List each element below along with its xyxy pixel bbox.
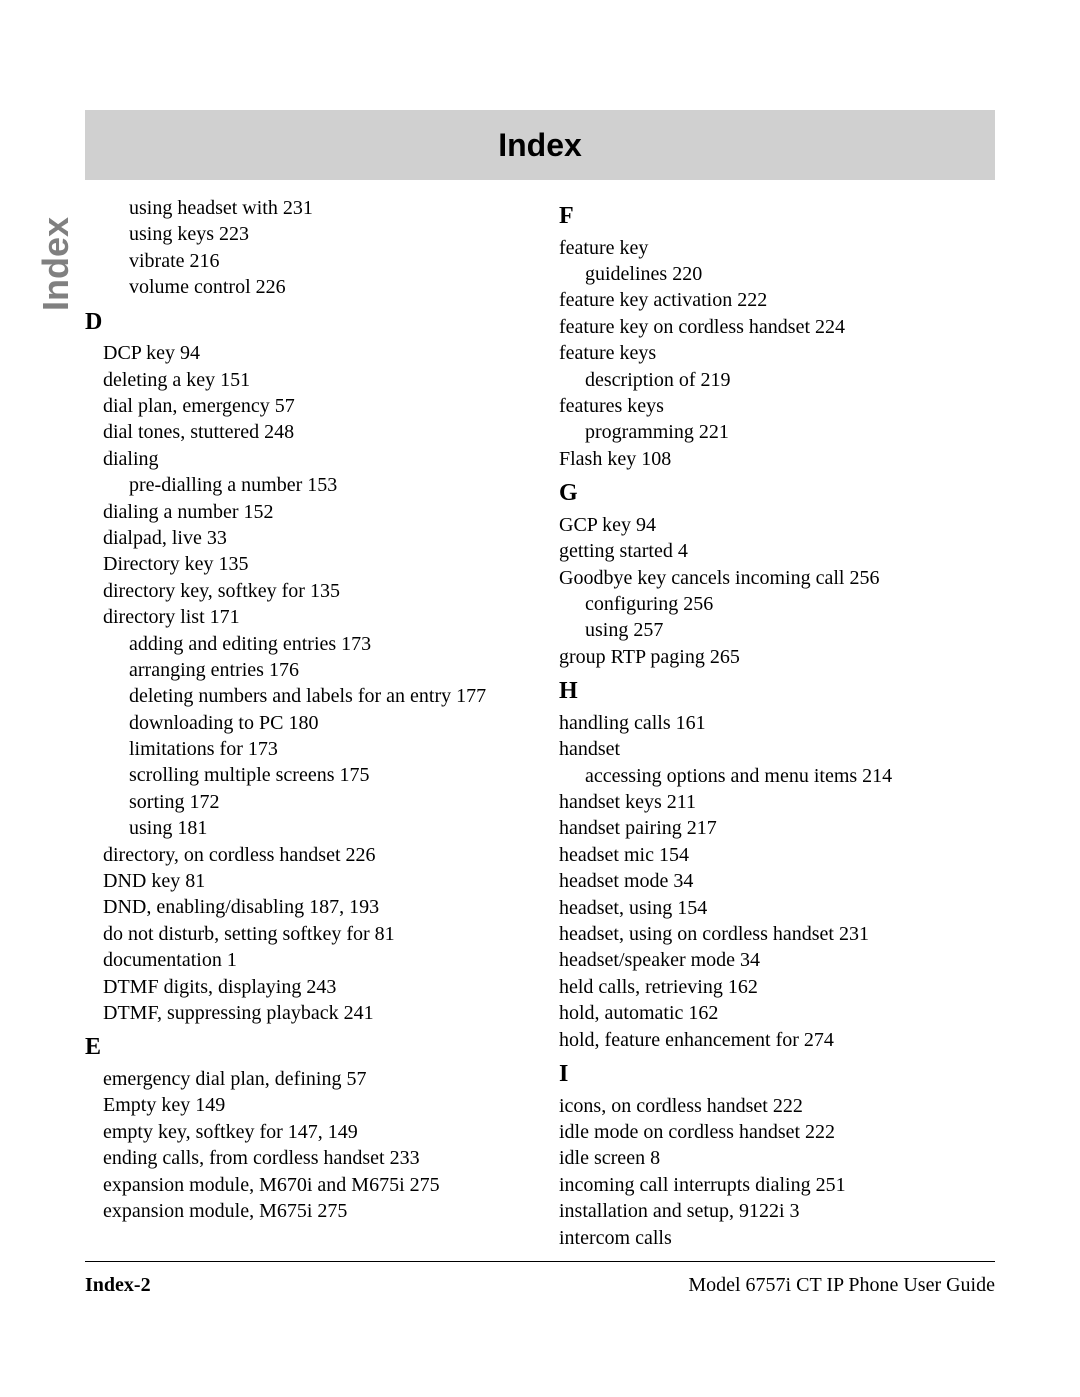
index-entry: dialing a number 152 bbox=[103, 499, 539, 525]
index-entry: Goodbye key cancels incoming call 256 bbox=[559, 565, 995, 591]
index-entry: deleting numbers and labels for an entry… bbox=[103, 683, 539, 709]
index-entry: headset/speaker mode 34 bbox=[559, 947, 995, 973]
index-entry: feature key activation 222 bbox=[559, 287, 995, 313]
index-entry: downloading to PC 180 bbox=[103, 710, 539, 736]
index-entry: headset, using on cordless handset 231 bbox=[559, 921, 995, 947]
index-entry: features keys bbox=[559, 393, 995, 419]
section-letter-E: E bbox=[85, 1032, 539, 1064]
index-entry: dial tones, stuttered 248 bbox=[103, 419, 539, 445]
index-entry: adding and editing entries 173 bbox=[103, 631, 539, 657]
footer: Index-2 Model 6757i CT IP Phone User Gui… bbox=[85, 1261, 995, 1297]
index-entry: limitations for 173 bbox=[103, 736, 539, 762]
index-entry: getting started 4 bbox=[559, 538, 995, 564]
index-entry: handset keys 211 bbox=[559, 789, 995, 815]
footer-doc-title: Model 6757i CT IP Phone User Guide bbox=[688, 1274, 995, 1297]
index-entry: hold, automatic 162 bbox=[559, 1000, 995, 1026]
footer-page-number: Index-2 bbox=[85, 1274, 151, 1297]
index-entry: DND, enabling/disabling 187, 193 bbox=[103, 894, 539, 920]
index-entry: using headset with 231 bbox=[103, 195, 539, 221]
index-entry: intercom calls bbox=[559, 1225, 995, 1251]
side-tab: Index bbox=[32, 195, 80, 315]
index-entry: using 257 bbox=[559, 617, 995, 643]
index-entry: dial plan, emergency 57 bbox=[103, 393, 539, 419]
index-entry: incoming call interrupts dialing 251 bbox=[559, 1172, 995, 1198]
index-entry: ending calls, from cordless handset 233 bbox=[103, 1145, 539, 1171]
right-column: Ffeature keyguidelines 220feature key ac… bbox=[559, 195, 995, 1251]
index-entry: arranging entries 176 bbox=[103, 657, 539, 683]
index-entry: DTMF digits, displaying 243 bbox=[103, 974, 539, 1000]
index-entry: DTMF, suppressing playback 241 bbox=[103, 1000, 539, 1026]
index-content: using headset with 231using keys 223vibr… bbox=[85, 195, 995, 1251]
index-entry: deleting a key 151 bbox=[103, 367, 539, 393]
index-entry: using keys 223 bbox=[103, 221, 539, 247]
index-entry: icons, on cordless handset 222 bbox=[559, 1093, 995, 1119]
header-bar: Index bbox=[85, 110, 995, 180]
index-entry: configuring 256 bbox=[559, 591, 995, 617]
index-entry: do not disturb, setting softkey for 81 bbox=[103, 921, 539, 947]
index-entry: headset mic 154 bbox=[559, 842, 995, 868]
index-entry: sorting 172 bbox=[103, 789, 539, 815]
index-entry: feature key on cordless handset 224 bbox=[559, 314, 995, 340]
index-entry: directory list 171 bbox=[103, 604, 539, 630]
index-entry: programming 221 bbox=[559, 419, 995, 445]
index-entry: scrolling multiple screens 175 bbox=[103, 762, 539, 788]
index-entry: documentation 1 bbox=[103, 947, 539, 973]
index-entry: accessing options and menu items 214 bbox=[559, 763, 995, 789]
section-letter-F: F bbox=[559, 201, 995, 233]
index-entry: emergency dial plan, defining 57 bbox=[103, 1066, 539, 1092]
index-entry: Directory key 135 bbox=[103, 551, 539, 577]
index-entry: handset pairing 217 bbox=[559, 815, 995, 841]
index-entry: expansion module, M675i 275 bbox=[103, 1198, 539, 1224]
index-entry: empty key, softkey for 147, 149 bbox=[103, 1119, 539, 1145]
index-entry: description of 219 bbox=[559, 367, 995, 393]
section-letter-I: I bbox=[559, 1059, 995, 1091]
index-entry: vibrate 216 bbox=[103, 248, 539, 274]
header-title: Index bbox=[498, 127, 582, 164]
index-entry: hold, feature enhancement for 274 bbox=[559, 1027, 995, 1053]
section-letter-H: H bbox=[559, 676, 995, 708]
index-entry: handset bbox=[559, 736, 995, 762]
index-entry: volume control 226 bbox=[103, 274, 539, 300]
index-entry: guidelines 220 bbox=[559, 261, 995, 287]
index-entry: headset mode 34 bbox=[559, 868, 995, 894]
section-letter-G: G bbox=[559, 478, 995, 510]
index-entry: held calls, retrieving 162 bbox=[559, 974, 995, 1000]
index-entry: DND key 81 bbox=[103, 868, 539, 894]
index-entry: idle mode on cordless handset 222 bbox=[559, 1119, 995, 1145]
side-tab-text: Index bbox=[35, 217, 77, 311]
index-entry: dialing bbox=[103, 446, 539, 472]
index-entry: directory key, softkey for 135 bbox=[103, 578, 539, 604]
index-entry: expansion module, M670i and M675i 275 bbox=[103, 1172, 539, 1198]
index-entry: pre-dialling a number 153 bbox=[103, 472, 539, 498]
index-entry: idle screen 8 bbox=[559, 1145, 995, 1171]
index-entry: using 181 bbox=[103, 815, 539, 841]
index-entry: DCP key 94 bbox=[103, 340, 539, 366]
index-entry: installation and setup, 9122i 3 bbox=[559, 1198, 995, 1224]
index-entry: Empty key 149 bbox=[103, 1092, 539, 1118]
index-entry: headset, using 154 bbox=[559, 895, 995, 921]
left-column: using headset with 231using keys 223vibr… bbox=[85, 195, 539, 1251]
index-entry: feature key bbox=[559, 235, 995, 261]
index-entry: directory, on cordless handset 226 bbox=[103, 842, 539, 868]
index-entry: Flash key 108 bbox=[559, 446, 995, 472]
index-entry: feature keys bbox=[559, 340, 995, 366]
index-entry: group RTP paging 265 bbox=[559, 644, 995, 670]
index-entry: GCP key 94 bbox=[559, 512, 995, 538]
section-letter-D: D bbox=[85, 307, 539, 339]
index-entry: handling calls 161 bbox=[559, 710, 995, 736]
index-entry: dialpad, live 33 bbox=[103, 525, 539, 551]
